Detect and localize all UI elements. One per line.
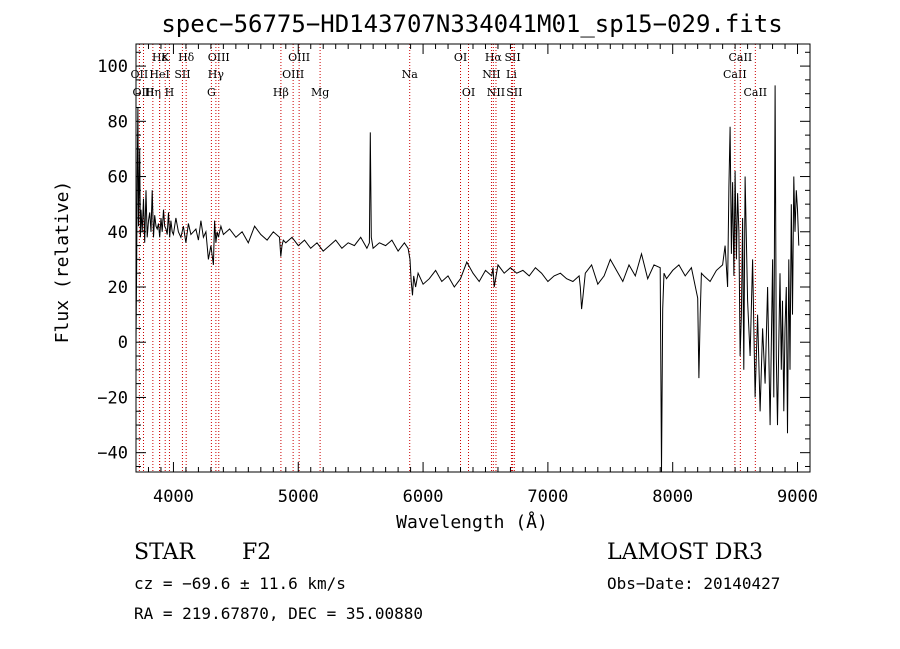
line-label-CaII_a: CaII xyxy=(723,68,747,81)
x-tick-label-5000: 5000 xyxy=(278,487,319,507)
line-label-NII_b: NII xyxy=(487,86,505,99)
line-label-NII_a: NII xyxy=(482,68,500,81)
y-tick-label--40: −40 xyxy=(97,444,128,464)
line-label-CaII_b: CaII xyxy=(729,51,753,64)
line-label-OIII_b: OIII xyxy=(208,51,230,64)
line-label-OIII_d: OIII xyxy=(282,68,304,81)
y-tick-label-100: 100 xyxy=(97,57,128,77)
line-label-OI_b: OI xyxy=(462,86,475,99)
line-label-Mg: Mg xyxy=(311,86,329,99)
line-label-SII_a: SII xyxy=(174,68,190,81)
line-label-SII_c: SII xyxy=(506,86,522,99)
y-tick-label-60: 60 xyxy=(108,168,128,188)
x-tick-label-6000: 6000 xyxy=(403,487,444,507)
line-label-H: H xyxy=(165,86,175,99)
object-subclass: F2 xyxy=(242,540,272,565)
x-tick-label-4000: 4000 xyxy=(153,487,194,507)
chart-title: spec−56775−HD143707N334041M01_sp15−029.f… xyxy=(161,10,782,38)
line-label-OIII_a: OIII xyxy=(132,86,154,99)
survey-name: LAMOST DR3 xyxy=(607,540,763,565)
plot-frame xyxy=(135,43,811,473)
spectrum-series xyxy=(135,85,800,473)
x-tick-label-7000: 7000 xyxy=(527,487,568,507)
line-label-Hgamma: Hγ xyxy=(208,68,225,81)
x-tick-label-8000: 8000 xyxy=(652,487,693,507)
line-label-SII_b: SII xyxy=(504,51,520,64)
line-label-Hbeta: Hβ xyxy=(273,86,289,99)
line-label-Heta: Hη xyxy=(145,86,161,99)
y-tick-label--20: −20 xyxy=(97,388,128,408)
coordinates: RA = 219.67870, DEC = 35.00880 xyxy=(134,604,423,623)
y-tick-label-40: 40 xyxy=(108,223,128,243)
y-axis-label: Flux (relative) xyxy=(52,181,73,344)
redshift-cz: cz = −69.6 ± 11.6 km/s xyxy=(134,574,346,593)
line-label-Li: Li xyxy=(506,68,517,81)
line-label-CaII_c: CaII xyxy=(743,86,767,99)
line-label-Halpha: Hα xyxy=(485,51,503,64)
y-tick-label-0: 0 xyxy=(118,333,128,353)
y-tick-label-80: 80 xyxy=(108,112,128,132)
line-label-OIII_c: OIII xyxy=(288,51,310,64)
line-label-G: G xyxy=(207,86,216,99)
line-label-K: K xyxy=(161,51,170,64)
x-axis-label: Wavelength (Å) xyxy=(396,511,548,533)
line-label-Na: Na xyxy=(402,68,419,81)
line-label-OI_a: OI xyxy=(454,51,467,64)
spectral-line-markers: Hδ K H Hε Hη OII OIII HeI SII OIII Hγ G Hβ OIII OIII Mg… xyxy=(131,44,767,472)
series-flux xyxy=(135,85,800,473)
y-tick-label-20: 20 xyxy=(108,278,128,298)
axis-ticks: 4000 5000 6000 7000 8000 9000 −40 −20 0 20 40 60 80 1… xyxy=(97,44,818,507)
object-class: STAR xyxy=(134,540,195,565)
line-label-OII: OII xyxy=(131,68,149,81)
observation-date: Obs−Date: 20140427 xyxy=(607,574,781,593)
x-tick-label-9000: 9000 xyxy=(777,487,818,507)
line-label-Hepsilon: Hε xyxy=(152,51,168,64)
line-label-HeI: HeI xyxy=(149,68,169,81)
line-label-Hdelta: Hδ xyxy=(178,51,195,64)
